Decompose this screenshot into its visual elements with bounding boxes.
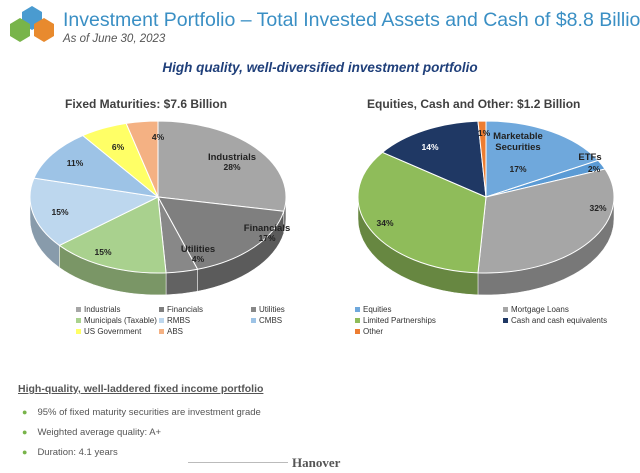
legend-item: Financials xyxy=(159,305,203,314)
legend-item: Utilities xyxy=(251,305,285,314)
pie-slice-abs xyxy=(125,120,159,198)
pie-slice-equities xyxy=(485,120,600,198)
legend-item: Other xyxy=(355,327,383,336)
logo-hexagon-orange xyxy=(34,18,54,42)
legend-swatch xyxy=(159,318,164,323)
pie-slice-financials xyxy=(157,196,285,270)
legend-item: US Government xyxy=(76,327,141,336)
bullet-dot-icon: ● xyxy=(22,407,28,417)
footer-divider xyxy=(188,462,288,463)
pie-slice-other xyxy=(477,120,487,198)
legend-swatch xyxy=(76,318,81,323)
pie-slice-industrials xyxy=(157,120,287,212)
bottom-heading: High-quality, well-laddered fixed income… xyxy=(18,383,264,395)
slice-value-label: 32% xyxy=(589,203,606,213)
bullet-item: ● Duration: 4.1 years xyxy=(22,442,261,462)
slice-value-label: 4% xyxy=(152,132,165,142)
fixed-maturities-chart-title: Fixed Maturities: $7.6 Billion xyxy=(65,97,228,111)
etfs-label: ETFs xyxy=(578,152,601,163)
bullet-text: 95% of fixed maturity securities are inv… xyxy=(37,406,261,418)
legend-item: RMBS xyxy=(159,316,190,325)
company-logo xyxy=(10,6,54,42)
logo-hexagon-green xyxy=(10,18,30,42)
legend-swatch xyxy=(355,307,360,312)
slice-name-label: Financials xyxy=(244,223,290,234)
legend-item: Limited Partnerships xyxy=(355,316,436,325)
pie-chart-1: 17% 2% 32% 34% 14% 1% xyxy=(357,120,615,296)
slice-value-label: 34% xyxy=(376,218,393,228)
marketable-securities-label: Marketable xyxy=(493,131,543,142)
legend-label: Industrials xyxy=(84,305,121,314)
slice-value-label: 15% xyxy=(94,247,111,257)
page-subtitle: As of June 30, 2023 xyxy=(63,33,166,45)
slice-value-label: 15% xyxy=(51,207,68,217)
legend-label: Municipals (Taxable) xyxy=(84,316,157,325)
legend-item: Mortgage Loans xyxy=(503,305,569,314)
bullet-dot-icon: ● xyxy=(22,427,28,437)
pie-slice-rmbs xyxy=(29,177,160,247)
pie-slice-mortgage-loans xyxy=(477,168,615,274)
legend-swatch xyxy=(355,329,360,334)
legend-label: RMBS xyxy=(167,316,191,325)
bullet-text: Weighted average quality: A+ xyxy=(37,426,162,438)
pie-chart-0: Industrials28%Financials17%Utilities4%15… xyxy=(29,120,290,296)
legend-item: ABS xyxy=(159,327,183,336)
legend-label: Other xyxy=(363,327,384,336)
legend-label: Cash and cash equivalents xyxy=(511,316,608,325)
legend-item: Cash and cash equivalents xyxy=(503,316,607,325)
slice-value-label: 17% xyxy=(509,164,526,174)
bullet-list: ● 95% of fixed maturity securities are in… xyxy=(22,402,261,462)
legend-swatch xyxy=(355,318,360,323)
slice-name-label: Utilities xyxy=(181,244,215,255)
legend-label: Mortgage Loans xyxy=(511,305,569,314)
slice-value-label: 11% xyxy=(67,158,84,168)
marketable-securities-label: Securities xyxy=(495,142,540,153)
legend-label: CMBS xyxy=(259,316,283,325)
legend-swatch xyxy=(503,307,508,312)
legend-swatch xyxy=(251,318,256,323)
legend-swatch xyxy=(159,307,164,312)
pie-slice-cash-and-cash-equivalents xyxy=(381,120,487,198)
legend-item: Equities xyxy=(355,305,391,314)
legend-swatch xyxy=(76,329,81,334)
slice-value-label: 14% xyxy=(421,142,438,152)
legend-label: ABS xyxy=(167,327,184,336)
legend-label: Utilities xyxy=(259,305,285,314)
bullet-text: Duration: 4.1 years xyxy=(37,446,118,458)
legend-swatch xyxy=(251,307,256,312)
slice-name-label: Industrials xyxy=(208,152,256,163)
brand-wordmark: Hanover xyxy=(292,455,341,470)
slice-value-label: 17% xyxy=(258,233,275,243)
legend-item: Municipals (Taxable) xyxy=(76,316,157,325)
pie-slice-cmbs xyxy=(33,134,160,198)
legend-label: Limited Partnerships xyxy=(363,316,436,325)
legend-swatch xyxy=(503,318,508,323)
legend-item: CMBS xyxy=(251,316,282,325)
legend-label: Equities xyxy=(363,305,392,314)
pie-slice-municipals-taxable- xyxy=(58,196,167,274)
slice-value-label: 4% xyxy=(192,254,205,264)
bullet-dot-icon: ● xyxy=(22,447,28,457)
slice-value-label: 2% xyxy=(588,164,601,174)
headline: High quality, well-diversified investmen… xyxy=(162,60,478,75)
page-title: Investment Portfolio – Total Invested As… xyxy=(63,9,640,31)
legend-label: Financials xyxy=(167,305,204,314)
equities-chart-title: Equities, Cash and Other: $1.2 Billion xyxy=(367,97,581,111)
legend-label: US Government xyxy=(84,327,142,336)
bullet-item: ● 95% of fixed maturity securities are in… xyxy=(22,402,261,422)
bullet-item: ● Weighted average quality: A+ xyxy=(22,422,261,442)
slice-value-label: 28% xyxy=(223,162,240,172)
legend-item: Industrials xyxy=(76,305,120,314)
slice-value-label: 6% xyxy=(112,142,125,152)
legend-swatch xyxy=(159,329,164,334)
legend-swatch xyxy=(76,307,81,312)
pie-slice-limited-partnerships xyxy=(357,151,487,274)
slice-value-label: 1% xyxy=(478,128,491,138)
